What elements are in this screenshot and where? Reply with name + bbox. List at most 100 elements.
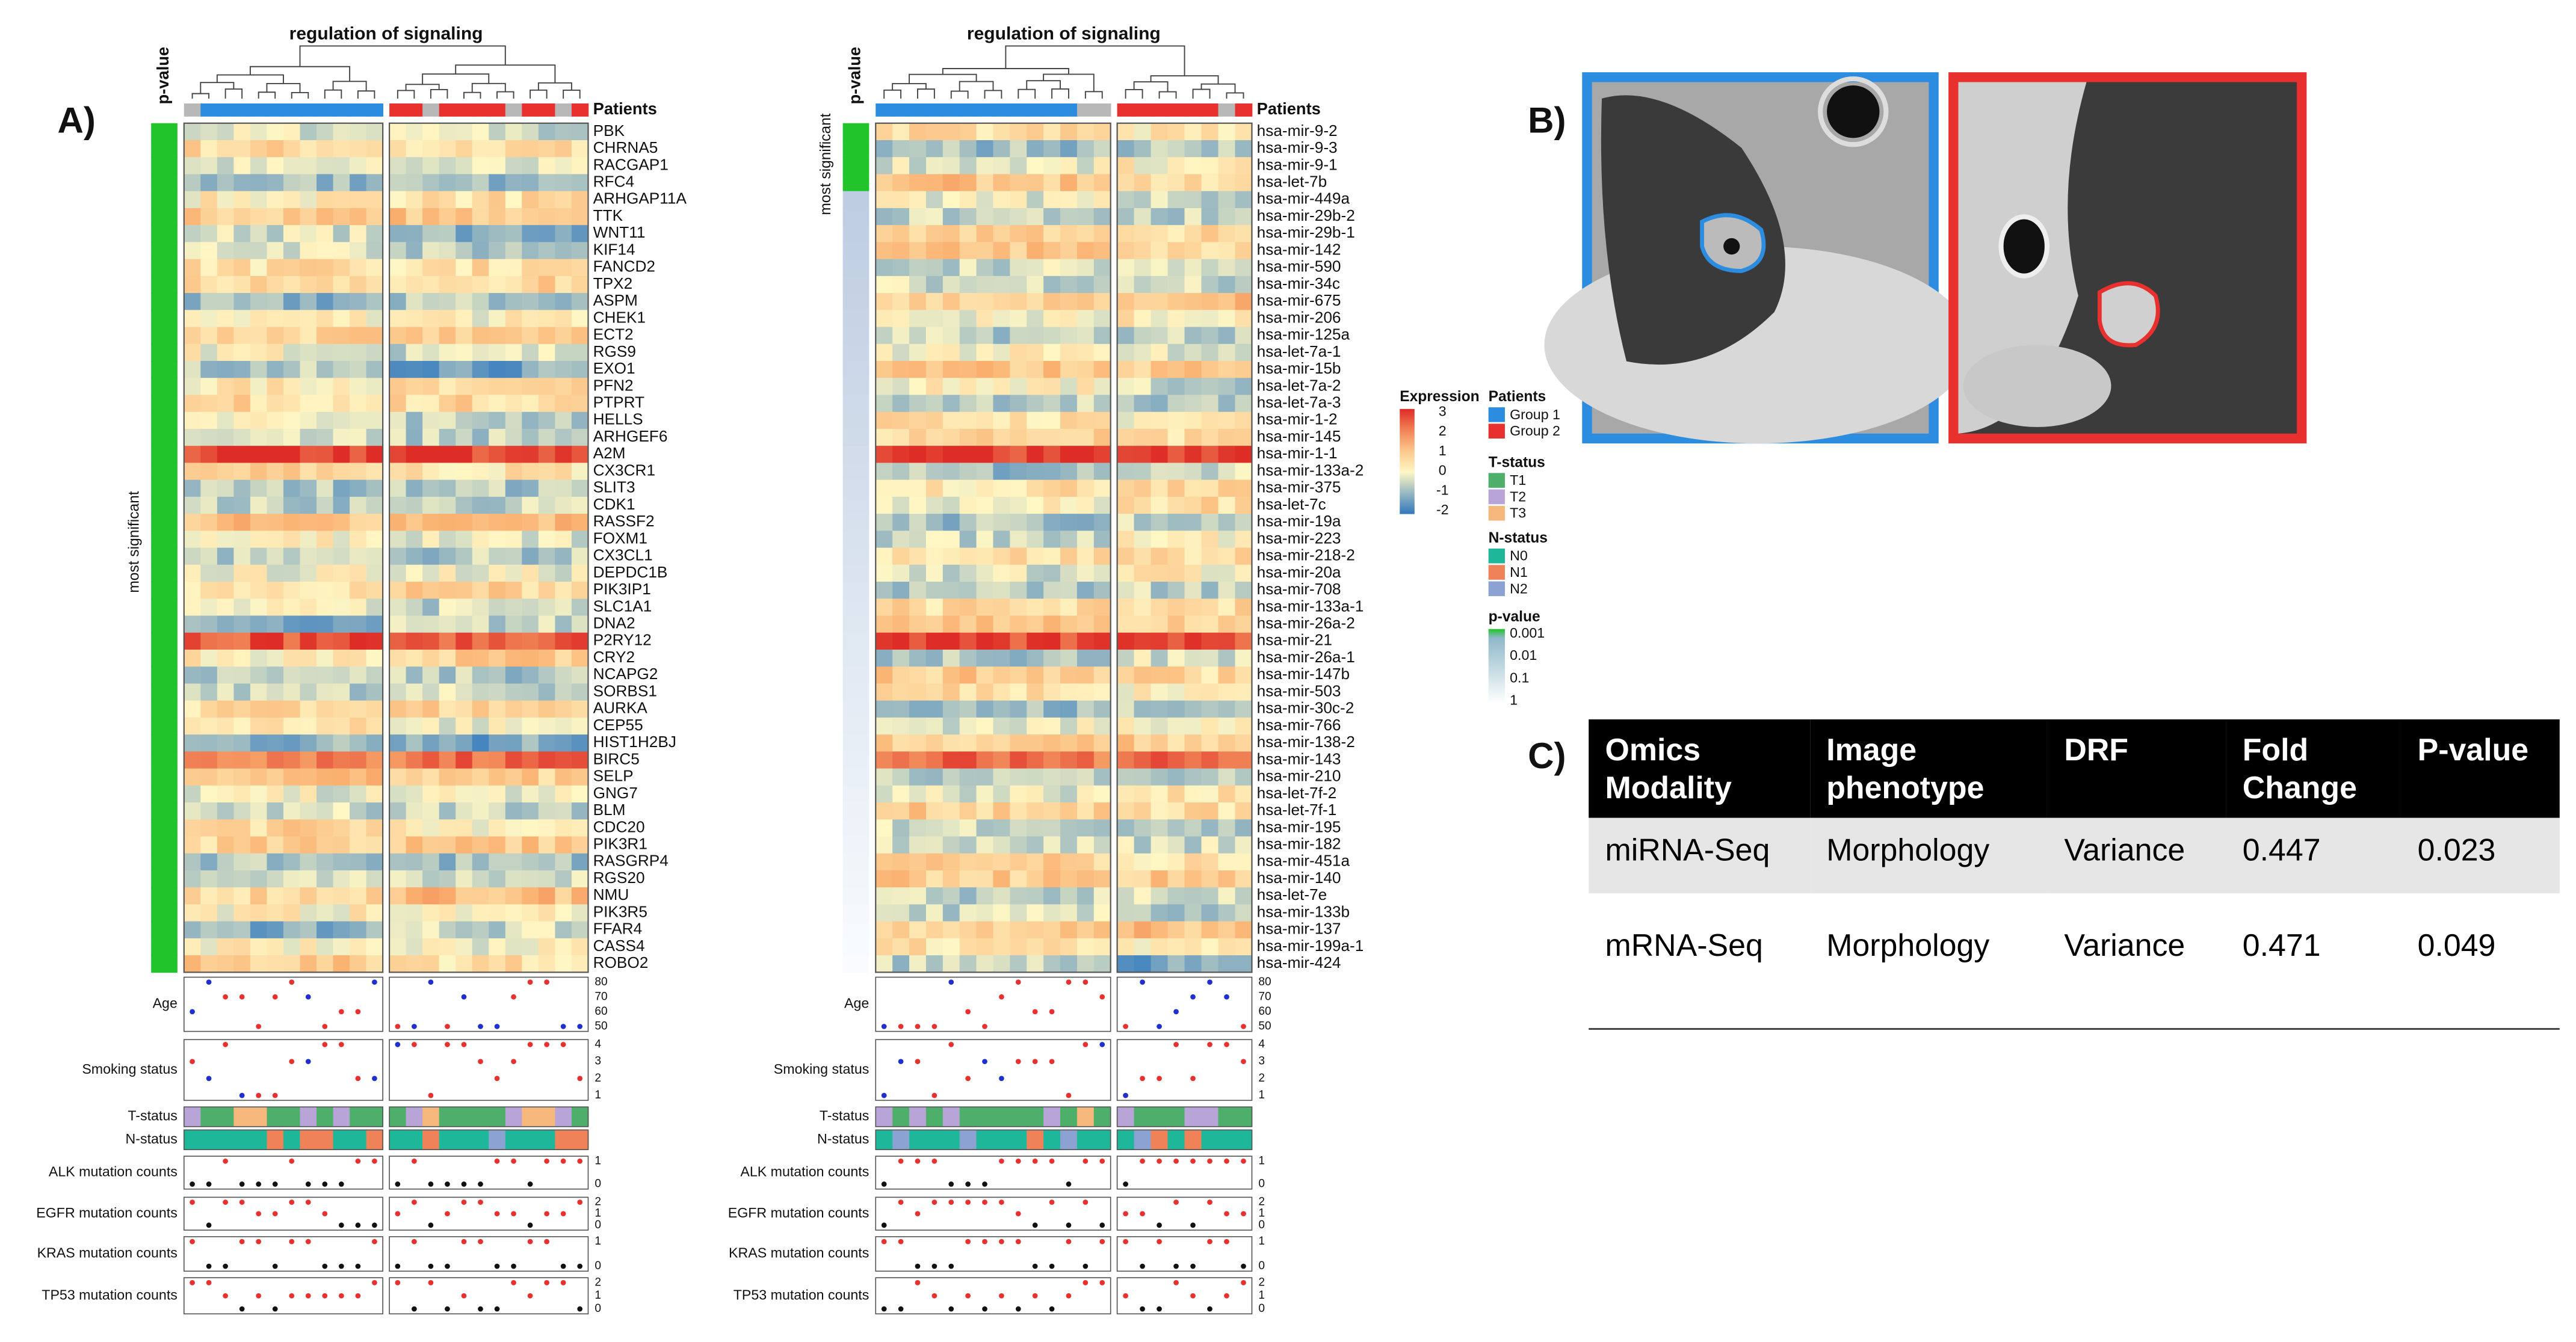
heatmap-cell [1117, 395, 1135, 413]
heatmap-cell [522, 938, 539, 956]
pvalue-cell [151, 887, 178, 905]
heatmap-cell [1117, 564, 1135, 582]
patient-cell [456, 103, 473, 117]
heatmap-cell [959, 734, 977, 753]
legend-item-label: N2 [1510, 580, 1528, 596]
heatmap-cell [250, 582, 268, 600]
heatmap-cell [406, 683, 423, 701]
track-dot [272, 1211, 278, 1217]
heatmap-cell [942, 225, 960, 243]
heatmap-cell [1184, 208, 1202, 226]
heatmap-cell [892, 395, 910, 413]
heatmap-cell [1218, 479, 1236, 497]
heatmap-cell [472, 140, 490, 158]
heatmap-cell [250, 904, 268, 922]
heatmap-cell [456, 734, 473, 753]
heatmap-cell [1076, 666, 1095, 685]
heatmap-cell [892, 446, 910, 464]
pvalue-cell [842, 378, 869, 396]
pvalue-cell [842, 259, 869, 277]
heatmap-cell [456, 887, 473, 905]
heatmap-cell [876, 904, 893, 922]
pvalue-cell [842, 870, 869, 888]
pvalue-cell [151, 225, 178, 243]
pvalue-cell [842, 242, 869, 260]
heatmap-cell [892, 208, 910, 226]
heatmap-cell [1027, 582, 1044, 600]
heatmap-cell [389, 496, 407, 514]
track-dot [355, 1293, 361, 1299]
heatmap-cell [538, 582, 556, 600]
heatmap-cell [1043, 327, 1061, 345]
heatmap-cell [892, 819, 910, 837]
heatmap-cell [1043, 293, 1061, 311]
track-dot [1140, 1306, 1145, 1312]
heatmap-cell [406, 582, 423, 600]
heatmap-cell [1117, 140, 1135, 158]
heatmap-cell [1167, 870, 1185, 888]
heatmap-cell [892, 361, 910, 379]
heatmap-cell [1010, 649, 1028, 667]
heatmap-cell [472, 683, 490, 701]
status-cell [993, 1107, 1011, 1127]
heatmap-cell [489, 428, 506, 446]
heatmap-cell [1235, 446, 1253, 464]
heatmap-cell [1010, 938, 1028, 956]
heatmap-cell [439, 395, 457, 413]
heatmap-cell [876, 446, 893, 464]
track-dot [190, 1181, 195, 1187]
heatmap-cell [993, 174, 1011, 192]
heatmap-cell [505, 785, 523, 803]
track-dot [1123, 1024, 1128, 1029]
heatmap-cell [300, 361, 317, 379]
heatmap-cell [217, 700, 235, 718]
heatmap-cell [350, 615, 367, 633]
heatmap-cell [472, 921, 490, 939]
heatmap-cell [1093, 649, 1111, 667]
heatmap-cell [1043, 904, 1061, 922]
table-cell: miRNA-Seq [1589, 817, 1810, 894]
heatmap-cell [571, 904, 589, 922]
legend-item-label: T2 [1510, 488, 1526, 504]
pvalue-cell [842, 514, 869, 532]
heatmap-cell [200, 887, 218, 905]
status-cell [1151, 1130, 1169, 1150]
row-label: BIRC5 [593, 749, 640, 768]
heatmap-cell [406, 649, 423, 667]
row-label: SLIT3 [593, 478, 635, 496]
heatmap-cell [366, 259, 383, 277]
heatmap-cell [1167, 191, 1185, 209]
status-cell [217, 1130, 235, 1150]
heatmap-cell [571, 751, 589, 769]
heatmap-cell [959, 531, 977, 549]
heatmap-cell [942, 632, 960, 650]
heatmap-cell [1201, 853, 1219, 871]
legend-tick-label: 3 [1439, 403, 1447, 419]
track-dot [206, 1181, 212, 1187]
heatmap-cell [1076, 531, 1095, 549]
heatmap-cell [876, 870, 893, 888]
heatmap-cell [942, 751, 960, 769]
heatmap-cell [1235, 275, 1253, 294]
heatmap-cell [317, 157, 334, 175]
heatmap-cell [333, 615, 350, 633]
heatmap-cell [1076, 428, 1095, 446]
pvalue-cell [842, 564, 869, 582]
heatmap-cell [489, 582, 506, 600]
heatmap-cell [1010, 411, 1028, 429]
heatmap-cell [406, 242, 423, 260]
heatmap-cell [439, 751, 457, 769]
track-dot [915, 1024, 921, 1029]
track-dot [1083, 1279, 1089, 1285]
heatmap-cell [472, 208, 490, 226]
heatmap-cell [555, 615, 572, 633]
track-tick-label: 2 [1258, 1072, 1265, 1085]
heatmap-cell [1235, 615, 1253, 633]
track-dot [527, 979, 533, 985]
heatmap-cell [1043, 479, 1061, 497]
status-cell [555, 1107, 572, 1127]
track-dot [1157, 1158, 1162, 1164]
heatmap-cell [350, 683, 367, 701]
row-label: hsa-mir-26a-1 [1257, 648, 1355, 666]
